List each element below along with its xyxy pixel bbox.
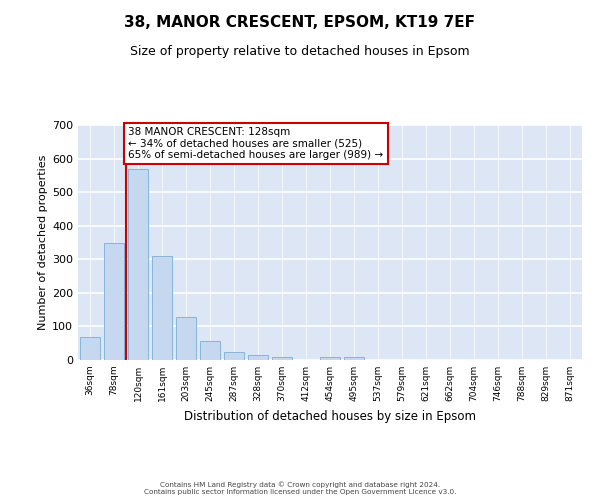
Bar — [128, 168, 148, 360]
Y-axis label: Number of detached properties: Number of detached properties — [38, 155, 48, 330]
Bar — [80, 337, 100, 360]
Text: 38, MANOR CRESCENT, EPSOM, KT19 7EF: 38, MANOR CRESCENT, EPSOM, KT19 7EF — [125, 15, 476, 30]
Text: Size of property relative to detached houses in Epsom: Size of property relative to detached ho… — [130, 45, 470, 58]
X-axis label: Distribution of detached houses by size in Epsom: Distribution of detached houses by size … — [184, 410, 476, 422]
Bar — [272, 358, 292, 360]
Bar — [344, 356, 364, 360]
Bar — [320, 356, 340, 360]
Bar — [224, 352, 244, 360]
Text: Contains HM Land Registry data © Crown copyright and database right 2024.
Contai: Contains HM Land Registry data © Crown c… — [144, 482, 456, 495]
Bar — [152, 256, 172, 360]
Text: 38 MANOR CRESCENT: 128sqm
← 34% of detached houses are smaller (525)
65% of semi: 38 MANOR CRESCENT: 128sqm ← 34% of detac… — [128, 126, 383, 160]
Bar — [248, 355, 268, 360]
Bar — [104, 242, 124, 360]
Bar — [200, 341, 220, 360]
Bar — [176, 317, 196, 360]
